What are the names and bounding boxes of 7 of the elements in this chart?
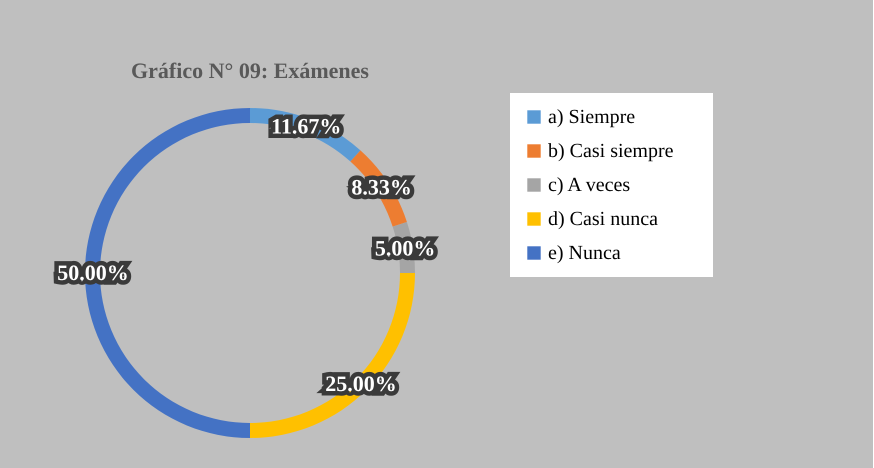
legend-label: b) Casi siempre [548,140,674,162]
data-label: 5.00% [374,235,436,260]
legend-label: d) Casi nunca [548,208,658,230]
chart-title: Gráfico N° 09: Exámenes [131,58,370,83]
legend-label: a) Siempre [548,106,636,128]
legend-label: c) A veces [548,174,630,196]
legend-label: e) Nunca [548,242,621,264]
